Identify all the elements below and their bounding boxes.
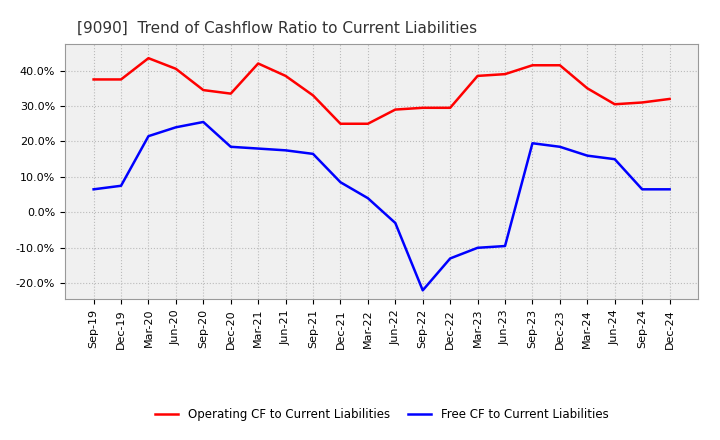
Operating CF to Current Liabilities <box>446 105 454 110</box>
Line: Operating CF to Current Liabilities: Operating CF to Current Liabilities <box>94 58 670 124</box>
Operating CF to Current Liabilities <box>364 121 372 126</box>
Free CF to Current Liabilities <box>89 187 98 192</box>
Operating CF to Current Liabilities <box>171 66 180 71</box>
Free CF to Current Liabilities <box>336 180 345 185</box>
Operating CF to Current Liabilities <box>226 91 235 96</box>
Free CF to Current Liabilities <box>583 153 592 158</box>
Operating CF to Current Liabilities <box>199 88 207 93</box>
Free CF to Current Liabilities <box>500 243 509 249</box>
Operating CF to Current Liabilities <box>117 77 125 82</box>
Free CF to Current Liabilities <box>282 148 290 153</box>
Free CF to Current Liabilities <box>528 141 537 146</box>
Free CF to Current Liabilities <box>199 119 207 125</box>
Operating CF to Current Liabilities <box>309 93 318 98</box>
Free CF to Current Liabilities <box>364 195 372 201</box>
Operating CF to Current Liabilities <box>638 100 647 105</box>
Free CF to Current Liabilities <box>391 220 400 226</box>
Free CF to Current Liabilities <box>254 146 263 151</box>
Operating CF to Current Liabilities <box>336 121 345 126</box>
Free CF to Current Liabilities <box>446 256 454 261</box>
Free CF to Current Liabilities <box>638 187 647 192</box>
Operating CF to Current Liabilities <box>89 77 98 82</box>
Free CF to Current Liabilities <box>309 151 318 157</box>
Free CF to Current Liabilities <box>473 245 482 250</box>
Operating CF to Current Liabilities <box>282 73 290 78</box>
Free CF to Current Liabilities <box>144 133 153 139</box>
Operating CF to Current Liabilities <box>665 96 674 102</box>
Operating CF to Current Liabilities <box>391 107 400 112</box>
Operating CF to Current Liabilities <box>418 105 427 110</box>
Operating CF to Current Liabilities <box>254 61 263 66</box>
Operating CF to Current Liabilities <box>473 73 482 78</box>
Free CF to Current Liabilities <box>226 144 235 150</box>
Free CF to Current Liabilities <box>171 125 180 130</box>
Operating CF to Current Liabilities <box>500 71 509 77</box>
Legend: Operating CF to Current Liabilities, Free CF to Current Liabilities: Operating CF to Current Liabilities, Fre… <box>150 403 613 426</box>
Operating CF to Current Liabilities <box>583 86 592 91</box>
Free CF to Current Liabilities <box>117 183 125 188</box>
Operating CF to Current Liabilities <box>556 62 564 68</box>
Operating CF to Current Liabilities <box>611 102 619 107</box>
Line: Free CF to Current Liabilities: Free CF to Current Liabilities <box>94 122 670 290</box>
Operating CF to Current Liabilities <box>528 62 537 68</box>
Text: [9090]  Trend of Cashflow Ratio to Current Liabilities: [9090] Trend of Cashflow Ratio to Curren… <box>78 21 477 36</box>
Operating CF to Current Liabilities <box>144 55 153 61</box>
Free CF to Current Liabilities <box>665 187 674 192</box>
Free CF to Current Liabilities <box>556 144 564 150</box>
Free CF to Current Liabilities <box>418 288 427 293</box>
Free CF to Current Liabilities <box>611 157 619 162</box>
